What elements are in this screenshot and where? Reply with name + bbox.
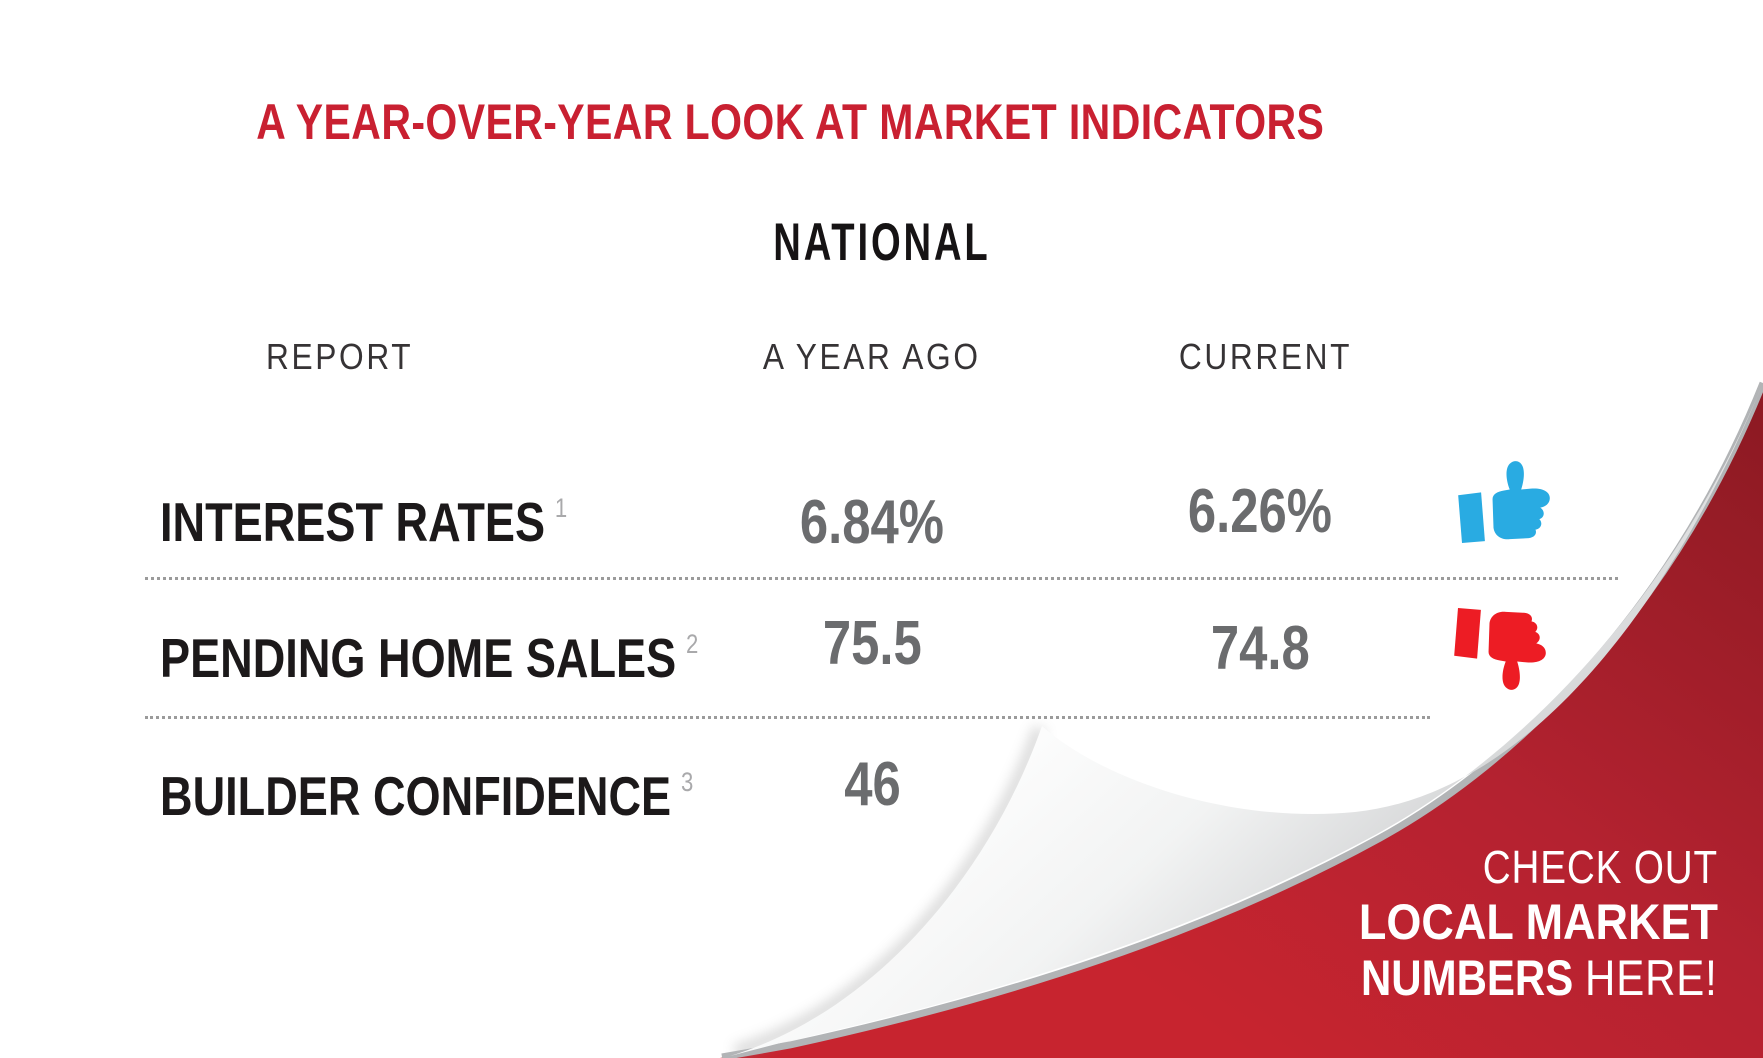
cta-line-local-market[interactable]: LOCAL MARKET [1358,894,1718,950]
curled-page-shape [730,383,1763,1056]
red-corner-shape [720,383,1763,1058]
column-header-year-ago: A YEAR AGO [763,336,981,377]
column-header-current: CURRENT [1178,336,1352,377]
footnote-ref: 1 [554,493,568,523]
thumbs-down-icon [1454,608,1546,690]
cta-line-check-out[interactable]: CHECK OUT [1482,841,1718,893]
value-interest-rates-current: 6.26% [1187,477,1333,546]
footnote-ref: 2 [686,629,699,659]
row-label-interest-rates: INTEREST RATES 1 [160,491,568,553]
row-divider [145,577,1618,580]
value-builder-confidence-year-ago: 46 [843,750,901,819]
cta-line-numbers-here[interactable]: NUMBERS HERE! [1361,950,1718,1006]
row-label-builder-confidence: BUILDER CONFIDENCE 3 [160,765,694,827]
section-heading: NATIONAL [772,213,991,272]
curl-shadow [732,725,1047,1058]
footnote-ref: 3 [680,767,694,797]
value-pending-home-sales-year-ago: 75.5 [822,609,922,678]
row-label-pending-home-sales: PENDING HOME SALES 2 [160,627,699,689]
column-header-report: REPORT [266,336,414,377]
page-title: A YEAR-OVER-YEAR LOOK AT MARKET INDICATO… [255,94,1325,150]
value-interest-rates-year-ago: 6.84% [799,488,945,557]
row-divider [145,716,1430,719]
value-pending-home-sales-current: 74.8 [1210,614,1310,683]
thumbs-up-icon [1458,461,1550,543]
